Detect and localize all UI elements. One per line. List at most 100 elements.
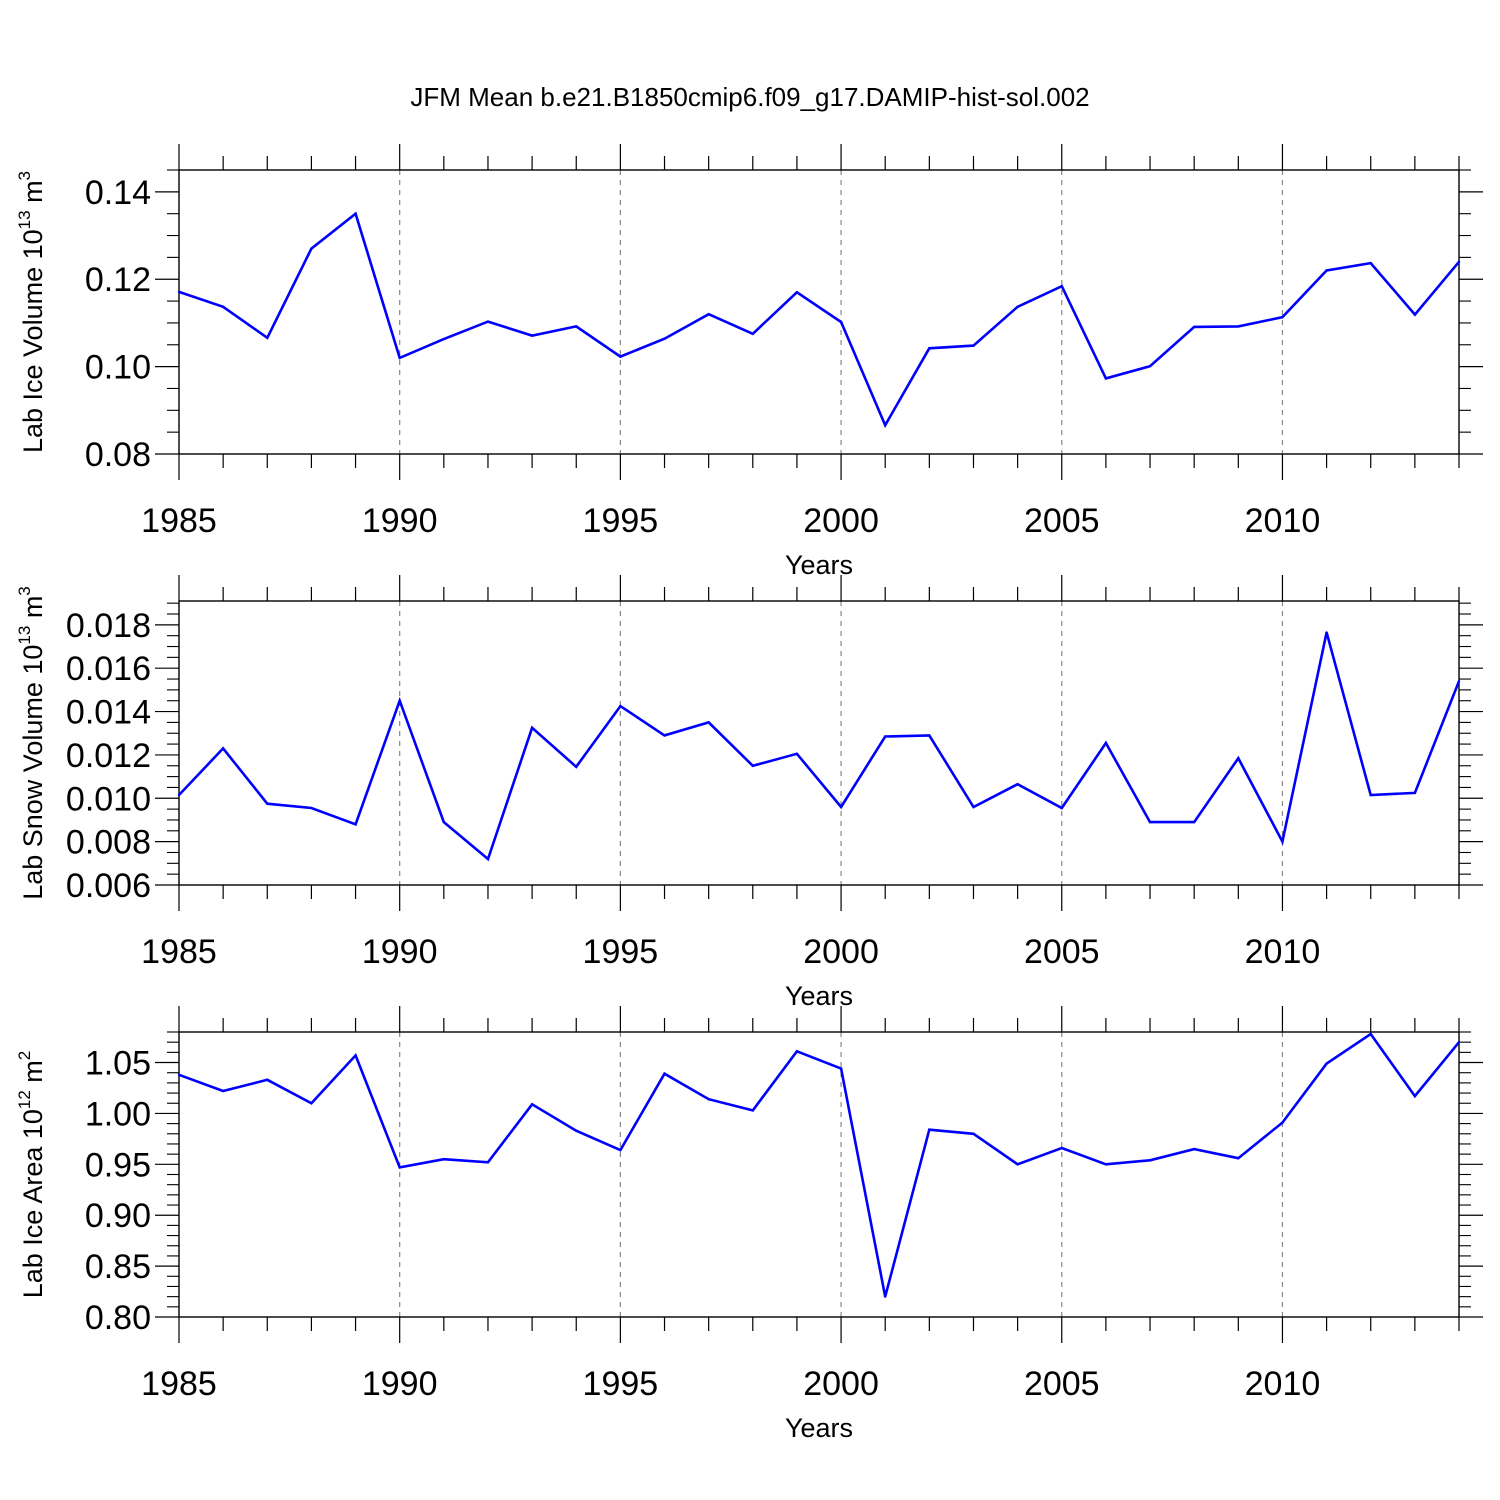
x-tick-label: 1995 — [583, 933, 659, 971]
y-tick-label: 0.14 — [85, 174, 151, 212]
data-point — [884, 735, 887, 738]
x-tick-label: 2010 — [1245, 933, 1321, 971]
x-tick-label: 1995 — [583, 502, 659, 540]
data-point — [442, 337, 446, 341]
panel-2: 1985 1990 1995 2000 2005 2010 Years 0.006 0.008 0… — [15, 575, 1483, 1011]
data-point — [751, 332, 754, 336]
data-point — [177, 1073, 181, 1076]
x-tick-label: 2010 — [1245, 1365, 1321, 1403]
data-point — [575, 765, 578, 769]
data-point — [398, 699, 401, 702]
data-point — [972, 805, 975, 809]
data-point — [619, 704, 622, 708]
data-point — [442, 1158, 446, 1161]
data-point — [398, 1166, 401, 1169]
data-point — [1148, 820, 1152, 824]
data-point — [795, 1050, 799, 1053]
data-point — [354, 823, 357, 826]
data-point — [839, 320, 843, 324]
y-tick-label: 0.12 — [85, 261, 151, 299]
data-point — [884, 1295, 887, 1298]
y-tick-label: 0.016 — [66, 650, 151, 688]
data-point — [1060, 1146, 1063, 1150]
x-tick-label: 2005 — [1024, 502, 1100, 540]
x-tick-label: 2000 — [803, 502, 879, 540]
series-line — [178, 1032, 1461, 1297]
y-tick-label: 0.85 — [85, 1248, 151, 1286]
data-point — [928, 734, 931, 737]
panel-3: 1985 1990 1995 2000 2005 2010 Years 0.80 0.85 0.9… — [15, 1006, 1483, 1443]
data-point — [1192, 1147, 1196, 1151]
data-point — [972, 1132, 975, 1135]
x-tick-label: 2005 — [1024, 1365, 1100, 1403]
y-axis-label: Lab Snow Volume 1013 m3 — [15, 586, 48, 900]
data-point — [530, 1103, 534, 1106]
data-point — [310, 247, 313, 250]
data-point — [1060, 806, 1063, 810]
x-axis-label: Years — [785, 981, 853, 1011]
plot-frame — [178, 600, 1460, 886]
data-point — [177, 793, 181, 797]
data-point — [266, 802, 269, 805]
series-line — [178, 211, 1460, 429]
data-point — [1060, 285, 1063, 288]
data-point — [221, 305, 225, 308]
y-tick-label: 1.05 — [85, 1045, 151, 1083]
y-label-exp: 13 — [15, 626, 34, 645]
x-axis-label: Years — [785, 1413, 853, 1443]
data-point — [486, 857, 490, 861]
data-point — [663, 337, 666, 340]
x-tick-label: 1985 — [141, 502, 217, 540]
x-tick-label: 1985 — [141, 933, 217, 971]
data-point — [1192, 325, 1196, 329]
data-point — [839, 1067, 843, 1070]
y-label-unit: m — [18, 596, 48, 626]
x-tick-label: 1990 — [362, 933, 438, 971]
data-point — [1192, 820, 1196, 824]
data-point — [530, 334, 534, 337]
y-label-unit-exp: 3 — [15, 586, 34, 595]
data-point — [398, 356, 401, 360]
y-tick-label: 0.10 — [85, 349, 151, 387]
data-point — [486, 320, 490, 323]
y-label-main: Lab Snow Volume 10 — [18, 645, 48, 900]
y-tick-label: 0.95 — [85, 1146, 151, 1184]
plot-frame — [178, 1031, 1460, 1318]
data-point — [266, 1078, 269, 1082]
data-point — [266, 336, 269, 339]
y-tick-label: 0.010 — [66, 780, 151, 818]
y-label-exp: 13 — [15, 210, 34, 229]
data-point — [707, 312, 710, 316]
y-label-exp: 12 — [15, 1090, 34, 1109]
data-point — [928, 1128, 931, 1131]
x-tick-label: 1985 — [141, 1365, 217, 1403]
x-tick-label: 2005 — [1024, 933, 1100, 971]
data-point — [575, 325, 578, 328]
x-tick-label: 1990 — [362, 1365, 438, 1403]
data-point — [707, 1097, 710, 1101]
x-tick-label: 2000 — [803, 1365, 879, 1403]
x-axis-label: Years — [785, 550, 853, 580]
data-point — [707, 721, 710, 724]
y-label-unit: m — [18, 1060, 48, 1090]
data-point — [1413, 313, 1417, 316]
data-point — [310, 806, 313, 810]
y-tick-label: 0.08 — [85, 436, 151, 474]
y-tick-label: 0.012 — [66, 737, 151, 775]
y-label-unit-exp: 3 — [15, 171, 34, 180]
data-point — [1016, 305, 1019, 308]
y-tick-label: 1.00 — [85, 1095, 151, 1133]
data-point — [663, 1072, 666, 1075]
y-tick-label: 0.90 — [85, 1197, 151, 1235]
data-point — [619, 1148, 622, 1152]
data-point — [839, 805, 843, 809]
y-label-main: Lab Ice Area 10 — [18, 1109, 48, 1298]
data-point — [530, 726, 534, 730]
data-point — [1325, 1062, 1328, 1065]
data-point — [354, 212, 357, 215]
data-point — [619, 355, 622, 358]
data-point — [1016, 1163, 1019, 1166]
data-point — [1281, 840, 1284, 843]
y-axis-label: Lab Ice Volume 1013 m3 — [15, 171, 48, 453]
